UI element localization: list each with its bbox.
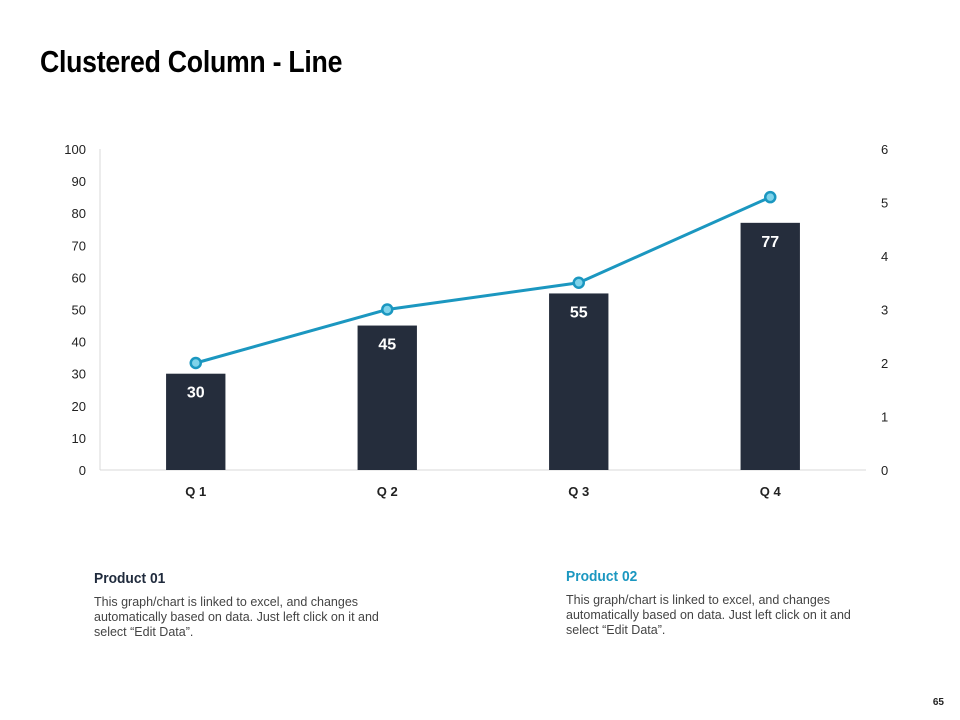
y-right-tick-label: 4 (881, 249, 888, 264)
y-left-tick-label: 20 (72, 399, 86, 414)
line-point (381, 303, 394, 316)
legend-product-02: Product 02 This graph/chart is linked to… (566, 568, 886, 638)
bar (740, 222, 800, 470)
x-tick-label: Q 4 (760, 484, 782, 499)
x-tick-label: Q 2 (377, 484, 398, 499)
line-point (572, 276, 585, 289)
y-left-tick-label: 30 (72, 367, 86, 382)
bar (166, 373, 226, 470)
bar-data-label: 55 (570, 304, 588, 321)
y-left-tick-label: 10 (72, 431, 86, 446)
y-left-tick-label: 40 (72, 335, 86, 350)
y-left-tick-label: 100 (64, 142, 86, 157)
bar-data-label: 77 (761, 234, 779, 251)
y-left-tick-label: 0 (79, 463, 86, 478)
page-title: Clustered Column - Line (40, 44, 343, 79)
bar (549, 293, 609, 470)
legend-description-product-02: This graph/chart is linked to excel, and… (566, 593, 851, 637)
bar (357, 325, 417, 470)
y-left-tick-label: 50 (72, 303, 86, 318)
line-series (195, 195, 771, 365)
y-right-tick-label: 0 (881, 463, 888, 478)
y-right-tick-label: 2 (881, 356, 888, 371)
x-tick-label: Q 3 (568, 484, 589, 499)
legend-product-01: Product 01 This graph/chart is linked to… (94, 570, 414, 640)
y-right-tick-label: 3 (881, 303, 888, 318)
x-tick-label: Q 1 (185, 484, 206, 499)
bar-data-label: 30 (187, 385, 205, 402)
y-left-tick-label: 60 (72, 270, 86, 285)
legend-description-product-01: This graph/chart is linked to excel, and… (94, 595, 379, 639)
line-point (764, 190, 777, 204)
y-right-tick-label: 1 (881, 410, 888, 425)
y-left-tick-label: 80 (72, 206, 86, 221)
y-left-tick-label: 90 (72, 174, 86, 189)
legend-name-product-01: Product 01 (94, 570, 166, 587)
line-point (189, 356, 202, 370)
legend-name-product-02: Product 02 (566, 568, 638, 585)
y-right-tick-label: 6 (881, 142, 888, 157)
y-right-tick-label: 5 (881, 196, 888, 211)
page-number: 65 (932, 697, 944, 708)
bar-data-label: 45 (378, 337, 396, 354)
y-left-tick-label: 70 (72, 238, 86, 253)
